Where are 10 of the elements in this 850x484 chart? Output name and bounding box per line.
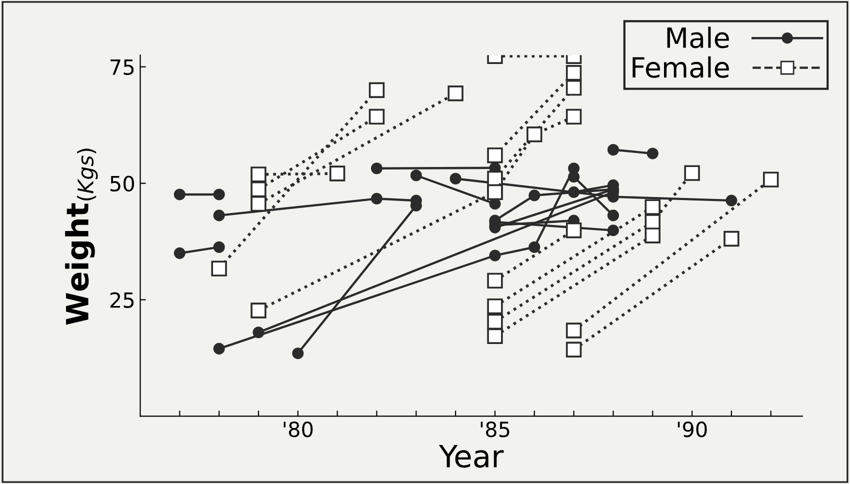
legend-label: Male	[667, 26, 729, 48]
x-axis-title: Year	[438, 444, 504, 468]
y-tick-label: 75	[110, 60, 134, 76]
x-tick-label: '85	[480, 421, 510, 438]
x-tick-label: '80	[284, 421, 313, 438]
y-axis-title: Weight$_{(Kgs)}$	[65, 148, 98, 325]
y-tick-label: 25	[110, 292, 134, 308]
legend-label: Female	[632, 56, 729, 78]
y-tick-label: 50	[110, 176, 134, 192]
x-tick-label: '90	[678, 421, 707, 438]
